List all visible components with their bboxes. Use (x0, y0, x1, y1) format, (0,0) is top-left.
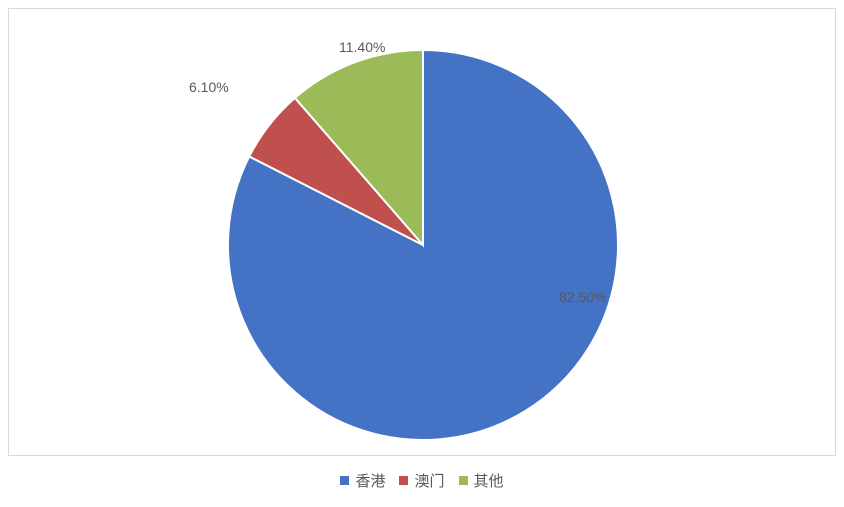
data-label: 11.40% (339, 39, 385, 55)
data-label: 6.10% (189, 79, 229, 95)
legend-label: 其他 (474, 470, 504, 491)
data-label: 82.50% (559, 289, 606, 305)
plot-area: 82.50% 6.10% 11.40% (8, 8, 836, 456)
legend-item: 香港 (340, 470, 385, 491)
legend-marker (340, 476, 349, 485)
legend-item: 澳门 (399, 470, 444, 491)
pie-svg (9, 9, 837, 457)
pie-chart-container: 82.50% 6.10% 11.40% 香港 澳门 其他 (0, 0, 844, 507)
legend-item: 其他 (459, 470, 504, 491)
legend-label: 香港 (355, 470, 385, 491)
legend-marker (399, 476, 408, 485)
legend: 香港 澳门 其他 (8, 462, 836, 498)
legend-label: 澳门 (414, 470, 444, 491)
legend-marker (459, 476, 468, 485)
